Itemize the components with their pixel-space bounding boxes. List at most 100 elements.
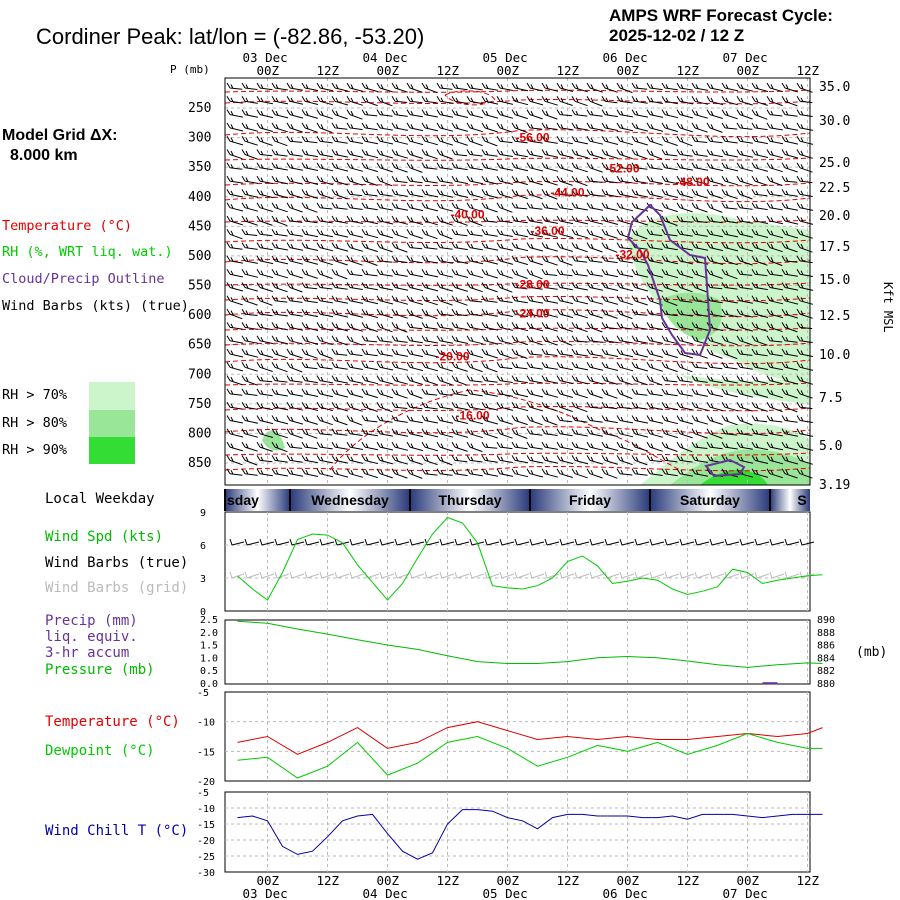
wind-barb xyxy=(304,538,320,546)
wind-barb xyxy=(676,149,693,157)
wind-barb xyxy=(631,401,648,410)
wind-barb xyxy=(556,401,573,412)
wind-barb xyxy=(511,401,529,412)
wind-barb xyxy=(586,135,604,145)
wind-barb xyxy=(781,189,798,197)
wind-barb xyxy=(556,308,574,319)
bottom-date-label: 05 Dec xyxy=(483,886,528,900)
wind-barb xyxy=(391,401,408,409)
wind-barb xyxy=(796,149,813,159)
wind-barb xyxy=(391,295,409,305)
precip-label: Precip (mm) xyxy=(45,613,138,629)
wind-barb xyxy=(571,149,589,159)
wind-barb xyxy=(271,268,289,279)
wind-barb xyxy=(616,122,634,132)
wind-barb xyxy=(241,441,258,452)
wind-barb xyxy=(421,295,438,306)
wind-barb xyxy=(346,375,364,384)
wind-barb xyxy=(541,122,558,130)
wind-barb xyxy=(646,401,663,410)
wind-barb xyxy=(631,189,649,198)
wind-barb xyxy=(796,375,814,385)
wind-barb xyxy=(781,82,798,93)
wind-barb xyxy=(271,255,289,265)
wind-barb xyxy=(721,268,738,280)
wind-barb xyxy=(451,162,468,171)
wind-barb xyxy=(271,122,288,133)
wind-barb xyxy=(451,335,469,344)
wind-barb xyxy=(541,96,558,106)
wind-barb xyxy=(256,242,273,251)
wind-barb xyxy=(631,415,649,424)
wind-barb xyxy=(271,175,289,185)
isotherm-line xyxy=(224,89,811,93)
wind-barb xyxy=(766,468,783,479)
wind-barb xyxy=(421,242,438,250)
wind-barb xyxy=(556,202,573,211)
isotherm-label: -32.00 xyxy=(616,248,650,262)
pressure-tick-label: 800 xyxy=(188,426,211,441)
wind-barb-grid xyxy=(724,571,740,579)
wind-barb xyxy=(301,255,319,265)
cloud-outline xyxy=(626,203,712,357)
wind-barb xyxy=(736,282,753,290)
wind-barb xyxy=(316,322,334,332)
wind-barb xyxy=(256,215,273,226)
wind-barb xyxy=(616,375,633,386)
pressure-tick-label: 882 xyxy=(817,666,835,677)
wind-barb xyxy=(796,428,814,437)
wind-barb xyxy=(526,455,544,464)
wind-barb xyxy=(346,335,363,346)
wind-barb xyxy=(526,468,544,478)
isotherm-line xyxy=(224,382,811,386)
wind-barb xyxy=(451,268,469,278)
wind-barb xyxy=(376,255,393,263)
wind-barb xyxy=(406,215,424,225)
wind-barb xyxy=(274,538,290,546)
wind-barb xyxy=(421,96,438,104)
wind-barb xyxy=(721,122,738,130)
wind-barb xyxy=(364,538,380,546)
wind-barb xyxy=(616,388,633,400)
height-axis-title: Kft MSL xyxy=(881,282,895,333)
wind-barb xyxy=(766,202,783,211)
wind-barb xyxy=(331,428,348,436)
wind-barb xyxy=(736,242,754,252)
wind-barb xyxy=(271,375,288,383)
wind-barb xyxy=(781,215,799,225)
wind-barb xyxy=(736,428,753,436)
wind-barb xyxy=(586,388,603,399)
wind-barb xyxy=(286,82,303,91)
wind-barb xyxy=(241,122,259,132)
wind-barb xyxy=(616,308,633,320)
wind-barb xyxy=(781,455,799,465)
weekday-cell xyxy=(650,489,770,511)
wind-barb xyxy=(331,215,348,224)
isotherm-label: -52.00 xyxy=(606,161,640,175)
wind-barb xyxy=(271,455,288,463)
windchill-tick-label: -5 xyxy=(197,788,209,799)
wind-barb xyxy=(376,348,393,357)
wind-barb xyxy=(256,428,274,438)
wind-barb xyxy=(271,96,289,105)
isotherm-line xyxy=(224,452,811,456)
wind-barb xyxy=(706,96,724,106)
wind-barb xyxy=(436,455,453,466)
wind-barb xyxy=(346,441,363,450)
wind-barb xyxy=(541,149,559,158)
wind-barb xyxy=(751,122,768,131)
bottom-tick-label: 00Z xyxy=(377,873,400,888)
wind-barb xyxy=(376,202,393,211)
wind-barb xyxy=(766,122,783,131)
wind-barb xyxy=(709,538,725,546)
wind-barb xyxy=(436,109,454,118)
wind-barb xyxy=(376,175,393,187)
wind-barb xyxy=(526,282,543,290)
wind-barb xyxy=(481,242,499,251)
wind-barb xyxy=(466,362,483,373)
wind-barb xyxy=(736,322,754,332)
wind-barb xyxy=(496,335,514,345)
precip-tick-label: 0.0 xyxy=(200,679,218,690)
wind-barb xyxy=(781,375,799,385)
wind-barb xyxy=(646,162,663,170)
